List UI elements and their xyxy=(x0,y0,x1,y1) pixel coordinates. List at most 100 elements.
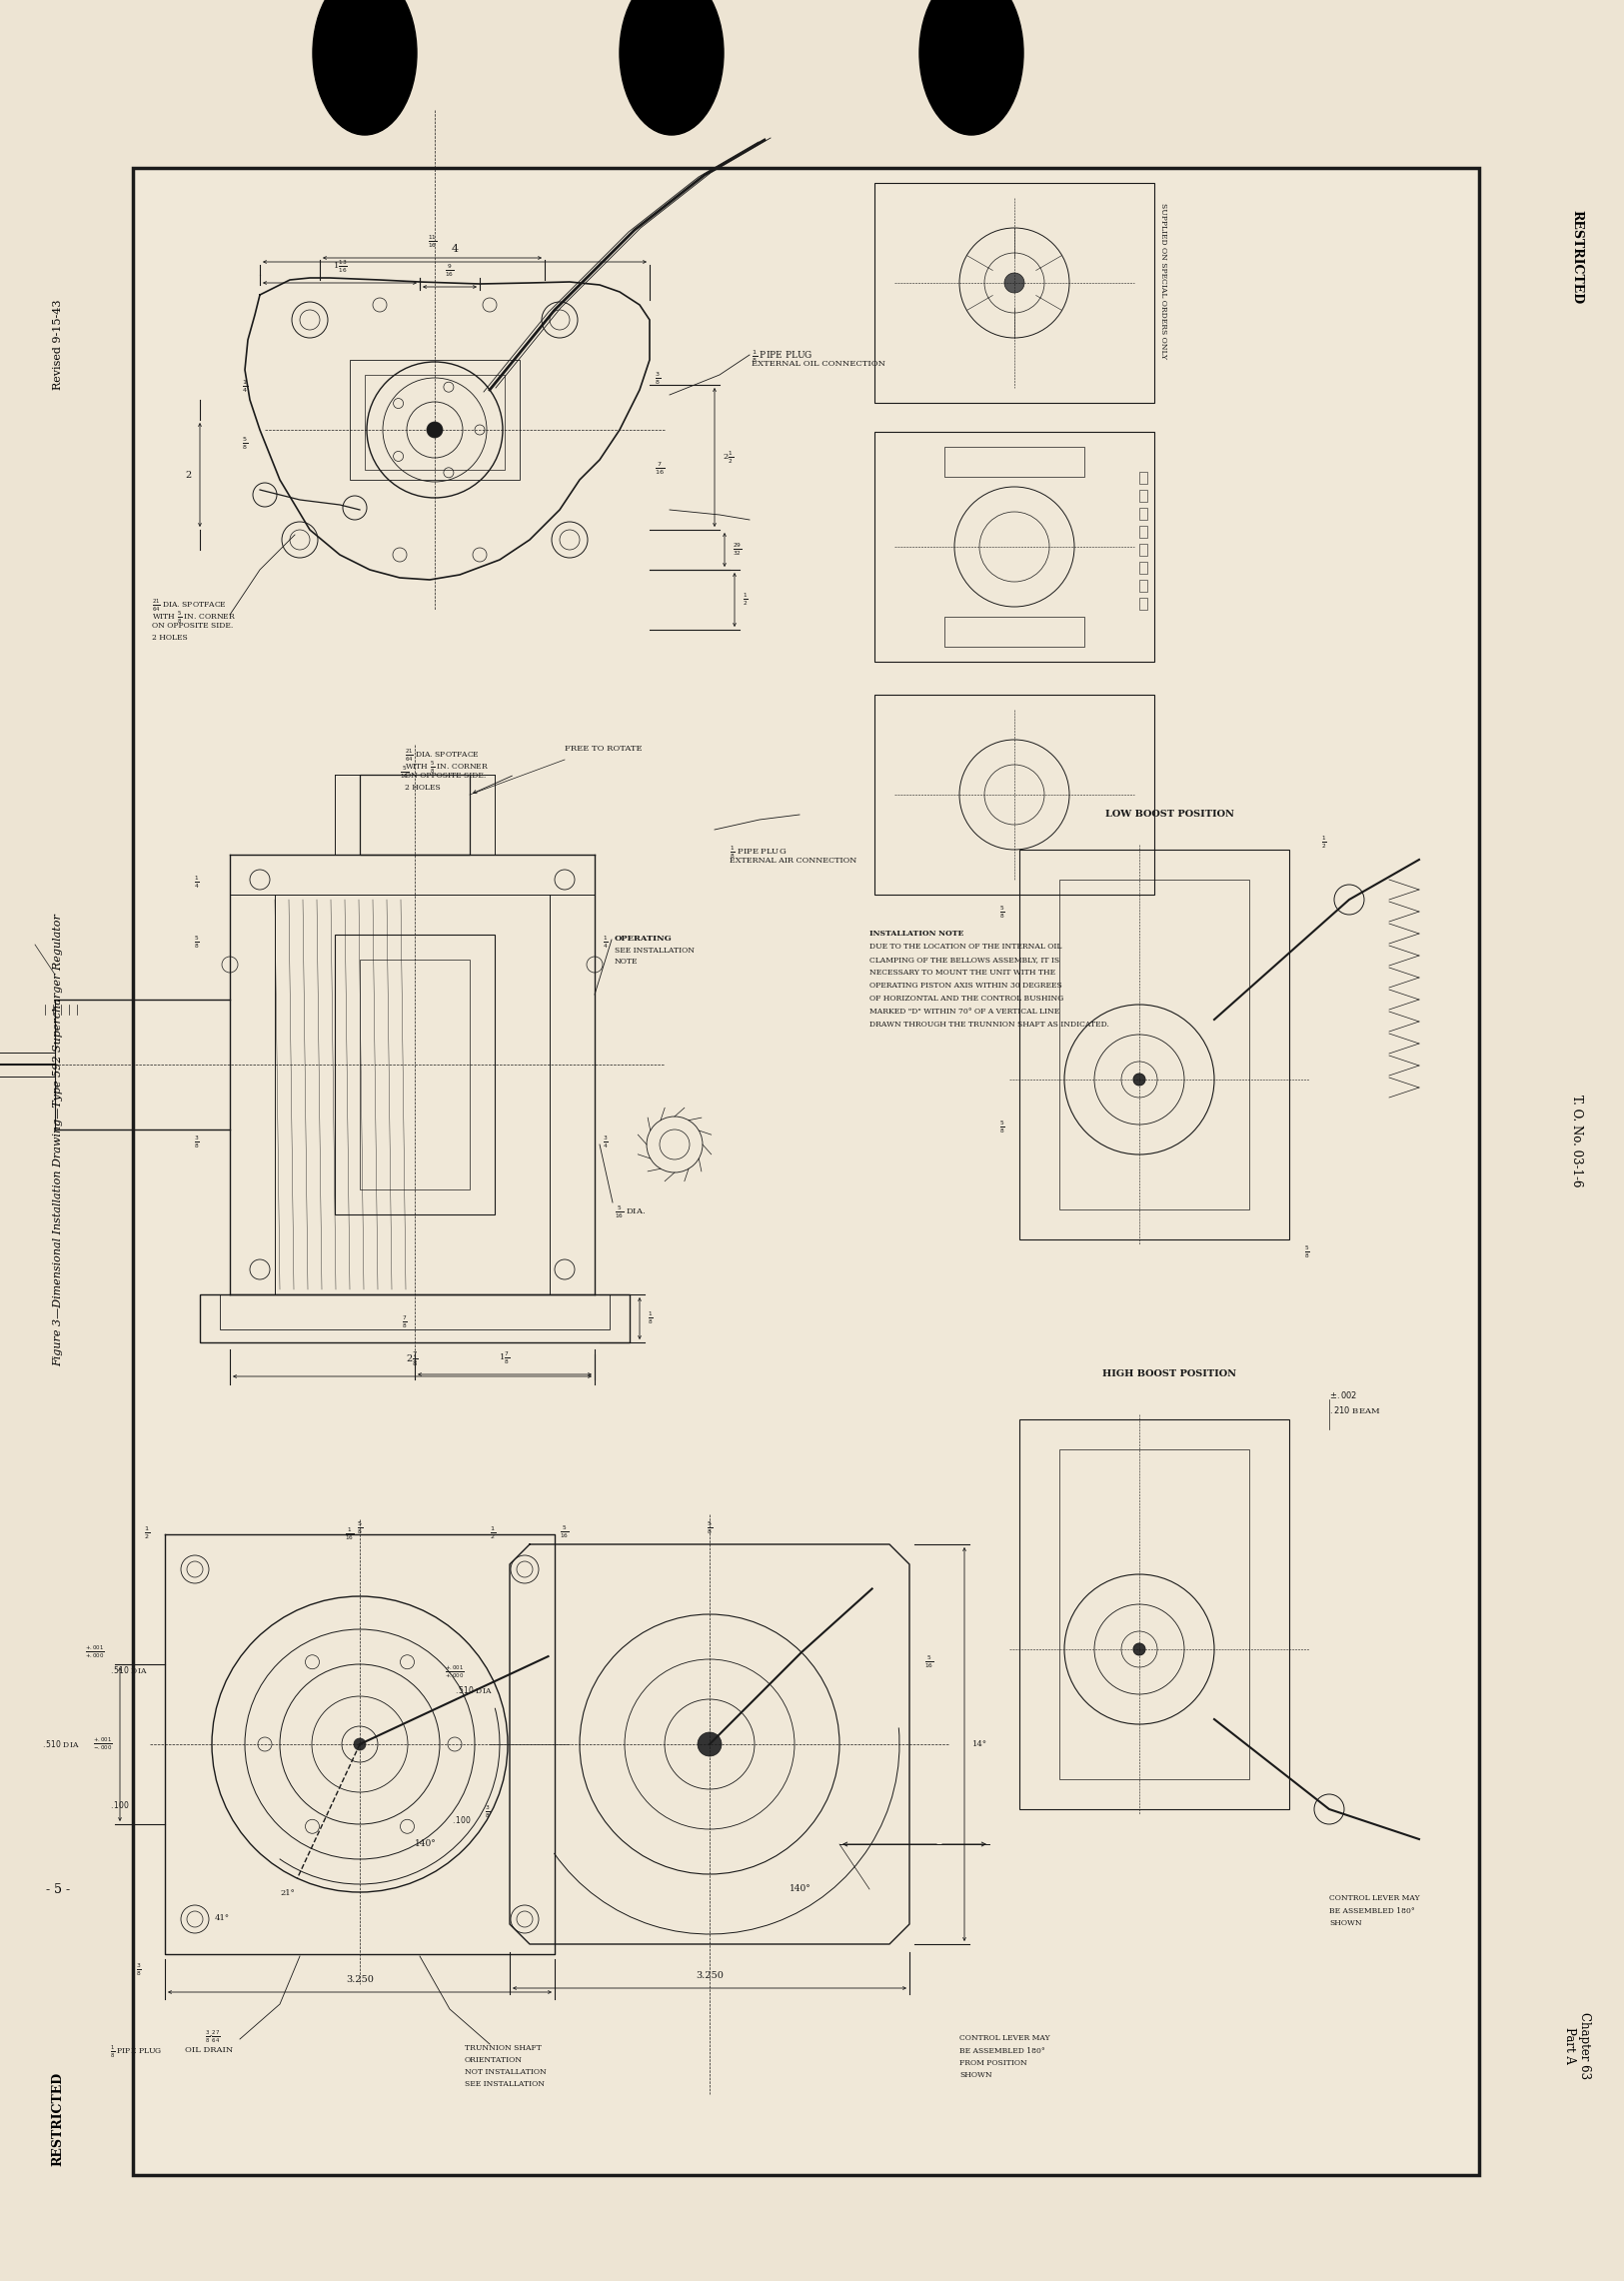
Text: $\frac{5}{16}$: $\frac{5}{16}$ xyxy=(560,1524,568,1540)
Bar xyxy=(1140,509,1147,520)
Text: 14°: 14° xyxy=(973,1740,987,1747)
Bar xyxy=(1140,598,1147,609)
Text: EXTERNAL AIR CONNECTION: EXTERNAL AIR CONNECTION xyxy=(729,858,857,864)
Text: T. O. No. 03-1-6: T. O. No. 03-1-6 xyxy=(1570,1095,1583,1186)
Text: $\frac{1}{4}$: $\frac{1}{4}$ xyxy=(195,874,200,892)
Text: $\frac{5}{8}$: $\frac{5}{8}$ xyxy=(999,1120,1005,1136)
Text: BE ASSEMBLED 180°: BE ASSEMBLED 180° xyxy=(960,2046,1046,2055)
Ellipse shape xyxy=(919,0,1023,135)
Bar xyxy=(200,1293,630,1344)
Text: 2 HOLES: 2 HOLES xyxy=(404,785,440,792)
Bar xyxy=(0,1052,55,1077)
Circle shape xyxy=(1004,274,1025,292)
Bar xyxy=(335,935,495,1213)
Bar xyxy=(365,374,505,470)
Bar xyxy=(361,960,469,1188)
Ellipse shape xyxy=(313,0,417,135)
Text: CONTROL LEVER MAY: CONTROL LEVER MAY xyxy=(1328,1893,1419,1902)
Text: Revised 9-15-43: Revised 9-15-43 xyxy=(54,299,63,390)
Text: OIL DRAIN: OIL DRAIN xyxy=(185,2046,234,2055)
Text: 140°: 140° xyxy=(789,1884,812,1893)
Bar xyxy=(1059,1448,1249,1779)
Text: $.510$ DIA: $.510$ DIA xyxy=(110,1665,148,1674)
Bar xyxy=(219,1293,609,1330)
Bar xyxy=(1140,490,1147,502)
Ellipse shape xyxy=(620,0,724,135)
Text: Chapter 63
Part A: Chapter 63 Part A xyxy=(1562,2012,1592,2078)
Bar xyxy=(1140,525,1147,538)
Bar xyxy=(1140,579,1147,591)
Text: $\frac{29}{32}$: $\frac{29}{32}$ xyxy=(732,541,742,559)
Text: $\frac{3}{4}$: $\frac{3}{4}$ xyxy=(603,1134,609,1152)
Text: ORIENTATION: ORIENTATION xyxy=(464,2055,523,2064)
Text: SHOWN: SHOWN xyxy=(1328,1918,1363,1927)
Text: $\frac{9}{16}$: $\frac{9}{16}$ xyxy=(445,262,455,278)
Text: FREE TO ROTATE: FREE TO ROTATE xyxy=(565,744,641,753)
Bar xyxy=(1140,472,1147,484)
Text: $\frac{5}{8}$: $\frac{5}{8}$ xyxy=(242,436,248,452)
Bar xyxy=(1140,561,1147,575)
Text: Figure 3—Dimensional Installation Drawing—Type 592 Supercharger Regulator: Figure 3—Dimensional Installation Drawin… xyxy=(54,915,63,1366)
Text: $.210$ BEAM: $.210$ BEAM xyxy=(1328,1405,1380,1417)
Text: $\frac{3}{8}$: $\frac{3}{8}$ xyxy=(136,1962,141,1978)
Text: EXTERNAL OIL CONNECTION: EXTERNAL OIL CONNECTION xyxy=(752,360,885,367)
Circle shape xyxy=(1134,1642,1145,1656)
Text: TRUNNION SHAFT: TRUNNION SHAFT xyxy=(464,2044,541,2053)
Text: FROM POSITION: FROM POSITION xyxy=(960,2060,1026,2067)
Circle shape xyxy=(427,422,443,438)
Text: WITH $\frac{5}{8}$ IN. CORNER: WITH $\frac{5}{8}$ IN. CORNER xyxy=(404,760,489,776)
Text: $\frac{3}{8}$: $\frac{3}{8}$ xyxy=(195,1134,200,1152)
Text: 2 HOLES: 2 HOLES xyxy=(153,634,188,641)
Text: $\frac{1}{16}$: $\frac{1}{16}$ xyxy=(344,1526,354,1542)
Text: $\frac{5}{8}$: $\frac{5}{8}$ xyxy=(999,906,1005,922)
Text: $\frac{1}{4}$: $\frac{1}{4}$ xyxy=(242,379,248,395)
Text: $\frac{7}{16}$: $\frac{7}{16}$ xyxy=(654,461,664,477)
Text: $\frac{3}{8}$-$\frac{27}{64}$: $\frac{3}{8}$-$\frac{27}{64}$ xyxy=(205,2030,221,2046)
Text: NOTE: NOTE xyxy=(614,958,638,965)
Text: CONTROL LEVER MAY: CONTROL LEVER MAY xyxy=(960,2035,1051,2041)
Bar xyxy=(1020,1419,1289,1809)
Text: $\frac{21}{64}$ DIA. SPOTFACE: $\frac{21}{64}$ DIA. SPOTFACE xyxy=(404,748,479,764)
Bar xyxy=(133,169,1479,2176)
Text: 3.250: 3.250 xyxy=(346,1975,374,1984)
Bar xyxy=(945,616,1085,648)
Text: $\frac{5}{16}$ DIA.: $\frac{5}{16}$ DIA. xyxy=(614,1204,646,1220)
Text: $\frac{+.001}{-.000}$: $\frac{+.001}{-.000}$ xyxy=(93,1736,112,1752)
Text: $\frac{5}{16}$: $\frac{5}{16}$ xyxy=(924,1654,934,1670)
Text: RESTRICTED: RESTRICTED xyxy=(52,2071,65,2167)
Text: ON OPPOSITE SIDE.: ON OPPOSITE SIDE. xyxy=(153,623,234,630)
Text: 1$\frac{13}{16}$: 1$\frac{13}{16}$ xyxy=(333,258,348,276)
Text: 3.250: 3.250 xyxy=(695,1971,724,1980)
Text: DUE TO THE LOCATION OF THE INTERNAL OIL: DUE TO THE LOCATION OF THE INTERNAL OIL xyxy=(869,942,1062,951)
Text: $\frac{1}{8}$ PIPE PLUG: $\frac{1}{8}$ PIPE PLUG xyxy=(729,844,786,860)
Text: INSTALLATION NOTE: INSTALLATION NOTE xyxy=(869,931,963,937)
Text: $.510$ DIA: $.510$ DIA xyxy=(42,1738,80,1750)
Text: OPERATING: OPERATING xyxy=(614,935,672,942)
Text: 140°: 140° xyxy=(414,1838,437,1848)
Text: $\frac{+.001}{+.000}$: $\frac{+.001}{+.000}$ xyxy=(445,1665,464,1681)
Text: $\frac{1}{2}$: $\frac{1}{2}$ xyxy=(490,1524,495,1542)
Text: WITH $\frac{5}{8}$ IN. CORNER: WITH $\frac{5}{8}$ IN. CORNER xyxy=(153,609,235,625)
Text: $\frac{21}{64}$ DIA. SPOTFACE: $\frac{21}{64}$ DIA. SPOTFACE xyxy=(153,598,227,614)
Text: $\frac{5}{8}$: $\frac{5}{8}$ xyxy=(1304,1245,1311,1261)
Text: 2$\frac{1}{2}$: 2$\frac{1}{2}$ xyxy=(723,449,734,465)
Text: $\frac{1}{8}$ PIPE PLUG: $\frac{1}{8}$ PIPE PLUG xyxy=(110,2044,162,2060)
Text: $\pm .002$: $\pm .002$ xyxy=(1328,1389,1358,1401)
Text: $\frac{1}{2}$: $\frac{1}{2}$ xyxy=(145,1524,149,1542)
Text: $\frac{5}{16}$: $\frac{5}{16}$ xyxy=(400,764,409,780)
Text: $\frac{1}{8}$: $\frac{1}{8}$ xyxy=(648,1309,653,1328)
Text: 41°: 41° xyxy=(214,1914,231,1923)
Text: $\frac{1}{2}$: $\frac{1}{2}$ xyxy=(1322,835,1327,851)
Text: 4: 4 xyxy=(451,244,458,253)
Text: $\frac{+.001}{+.000}$: $\frac{+.001}{+.000}$ xyxy=(84,1645,104,1661)
Bar xyxy=(1020,849,1289,1239)
Text: LOW BOOST POSITION: LOW BOOST POSITION xyxy=(1104,810,1234,819)
Text: $\frac{7}{8}$: $\frac{7}{8}$ xyxy=(401,1314,408,1330)
Text: $\frac{5}{8}$: $\frac{5}{8}$ xyxy=(195,935,200,951)
Text: $.100$: $.100$ xyxy=(451,1813,471,1825)
Text: $\frac{5}{8}$: $\frac{5}{8}$ xyxy=(706,1519,713,1535)
Circle shape xyxy=(354,1738,365,1750)
Text: $\frac{1}{4}$: $\frac{1}{4}$ xyxy=(603,935,609,951)
Text: $\frac{11}{16}$: $\frac{11}{16}$ xyxy=(427,233,437,251)
Text: 2$\frac{7}{8}$: 2$\frac{7}{8}$ xyxy=(406,1350,419,1369)
